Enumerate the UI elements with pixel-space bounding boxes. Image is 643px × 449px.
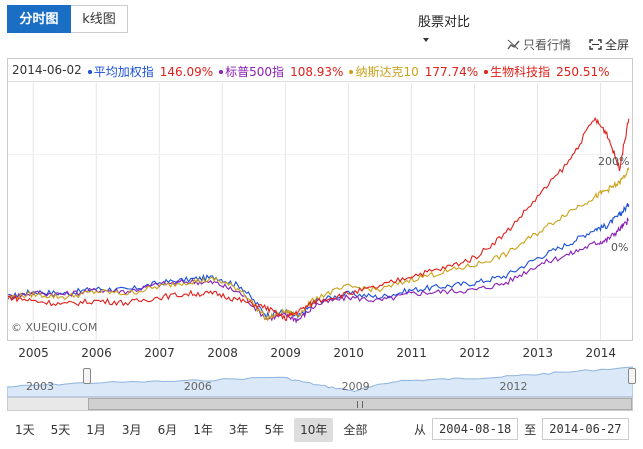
x-tick-label: 2009 — [270, 346, 301, 360]
range-3m[interactable]: 3月 — [121, 423, 142, 437]
series-dot-icon — [87, 69, 92, 74]
x-tick-label: 2013 — [522, 346, 553, 360]
scrollbar-thumb[interactable] — [88, 398, 632, 410]
navigator-year-label: 2009 — [341, 380, 370, 393]
range-6m[interactable]: 6月 — [157, 423, 178, 437]
main-chart[interactable]: 2014-06-02 平均加权指 146.09% 标普500指 108.93% … — [7, 58, 633, 341]
series-line — [8, 166, 630, 322]
date-range: 从 2004-08-18 至 2014-06-27 — [414, 418, 629, 440]
y-tick-label: 0% — [611, 241, 629, 254]
chevron-down-icon[interactable] — [423, 38, 429, 42]
watermark: © XUEQIU.COM — [11, 321, 98, 334]
x-tick-label: 2010 — [333, 346, 364, 360]
legend-name: 生物科技指 — [490, 65, 551, 79]
navigator-area — [7, 366, 633, 397]
x-tick-label: 2005 — [18, 346, 49, 360]
navigator-year-label: 2012 — [499, 380, 528, 393]
fullscreen-label: 全屏 — [605, 38, 630, 52]
chart-legend: 2014-06-02 平均加权指 146.09% 标普500指 108.93% … — [12, 63, 610, 80]
only-market-label: 只看行情 — [523, 38, 572, 52]
navigator-year-label: 2003 — [26, 380, 55, 393]
tab-intraday[interactable]: 分时图 — [7, 5, 71, 33]
range-buttons: 1天 5天 1月 3月 6月 1年 3年 5年 10年 全部 — [9, 418, 377, 442]
fullscreen-button[interactable]: 全屏 — [589, 36, 629, 53]
from-date-input[interactable]: 2004-08-18 — [432, 418, 519, 440]
legend-name: 平均加权指 — [93, 65, 154, 79]
navigator-right-handle[interactable] — [628, 368, 636, 384]
series-line — [8, 216, 629, 324]
only-market-button[interactable]: 只看行情 — [507, 36, 571, 53]
stock-compare-dropdown[interactable]: 股票对比 — [418, 15, 471, 30]
to-label: 至 — [524, 422, 537, 437]
trend-icon — [507, 39, 520, 50]
legend-date: 2014-06-02 — [12, 63, 82, 77]
x-tick-label: 2008 — [207, 346, 238, 360]
x-tick-label: 2014 — [585, 346, 617, 360]
series-dot-icon — [484, 69, 489, 74]
legend-item: 标普500指 108.93% — [219, 63, 343, 80]
from-label: 从 — [414, 422, 427, 437]
legend-item: 纳斯达克10 177.74% — [349, 63, 478, 80]
series-dot-icon — [219, 69, 224, 74]
y-tick-label: 200% — [598, 155, 630, 168]
range-3y[interactable]: 3年 — [228, 423, 249, 437]
range-5d[interactable]: 5天 — [50, 423, 71, 437]
legend-name: 纳斯达克10 — [355, 65, 419, 79]
navigator-plot — [7, 366, 633, 397]
fullscreen-icon — [589, 39, 602, 50]
legend-value: 108.93% — [290, 64, 344, 79]
chart-plot — [8, 83, 632, 340]
navigator-left-handle[interactable] — [83, 368, 91, 384]
legend-value: 250.51% — [556, 64, 610, 79]
navigator-scrollbar[interactable] — [7, 397, 633, 411]
x-tick-label: 2007 — [144, 346, 175, 360]
x-tick-label: 2011 — [396, 346, 427, 360]
series-line — [8, 116, 630, 322]
chart-tabs: 分时图 k线图 — [7, 5, 128, 33]
legend-item: 平均加权指 146.09% — [87, 63, 214, 80]
legend-item: 生物科技指 250.51% — [484, 63, 610, 80]
range-1y[interactable]: 1年 — [193, 423, 213, 437]
range-5y[interactable]: 5年 — [264, 423, 285, 437]
range-1m[interactable]: 1月 — [86, 423, 106, 437]
navigator[interactable]: 2003 2006 2009 2012 — [7, 365, 633, 397]
series-line — [8, 203, 630, 320]
legend-value: 146.09% — [159, 64, 214, 79]
legend-value: 177.74% — [424, 64, 479, 79]
navigator-year-label: 2006 — [183, 380, 212, 393]
x-tick-label: 2012 — [459, 346, 490, 360]
range-all[interactable]: 全部 — [343, 423, 368, 437]
x-tick-label: 2006 — [81, 346, 112, 360]
range-10y[interactable]: 10年 — [294, 418, 334, 442]
legend-name: 标普500指 — [225, 65, 285, 79]
range-1d[interactable]: 1天 — [15, 423, 35, 437]
to-date-input[interactable]: 2014-06-27 — [542, 418, 629, 440]
series-dot-icon — [349, 69, 354, 74]
legend-divider — [8, 81, 632, 82]
tab-kline[interactable]: k线图 — [71, 5, 128, 33]
grip-icon — [357, 401, 363, 408]
